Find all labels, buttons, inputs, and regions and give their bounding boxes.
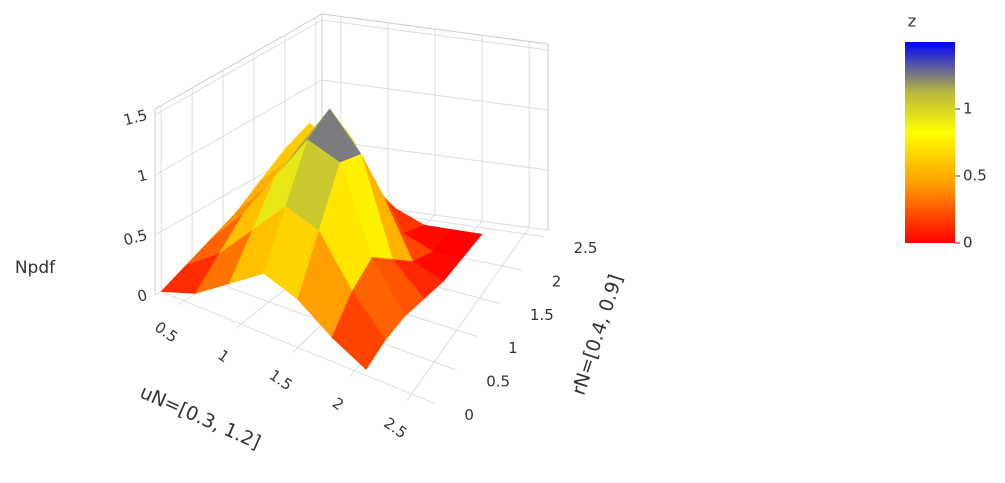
- colorbar-title: z: [908, 12, 916, 31]
- surface-patch: [331, 290, 386, 370]
- y-tick-label: 2: [552, 273, 562, 291]
- x-tick-label: 1: [214, 346, 232, 366]
- y-tick-label: 0.5: [486, 373, 510, 391]
- x-axis-title: uN=[0.3, 1.2]: [137, 381, 264, 454]
- y-tick-label: 1.5: [530, 306, 554, 324]
- y-tick-label: 1: [508, 339, 518, 357]
- grid-line: [154, 19, 323, 116]
- y-tick-label: 2.5: [574, 239, 598, 257]
- z-tick-label: 1.5: [121, 106, 149, 130]
- grid-line: [160, 291, 435, 404]
- x-tick-label: 1.5: [266, 366, 296, 394]
- colorbar-tick-label: 0: [963, 234, 973, 252]
- x-tick-label: 0.5: [151, 318, 181, 346]
- z-tick-label: 1: [135, 166, 149, 186]
- x-tick-label: 2: [329, 394, 347, 414]
- colorbar: [905, 42, 955, 243]
- y-axis-title: rN=[0.4, 0.9]: [568, 272, 628, 398]
- colorbar-tick-label: 0.5: [963, 167, 987, 185]
- colorbar-tick-label: 1: [963, 100, 973, 118]
- x-tick-label: 2.5: [380, 414, 410, 442]
- grid-line: [154, 79, 323, 176]
- z-tick-label: 0: [135, 286, 149, 306]
- grid-line: [406, 227, 530, 401]
- y-tick-label: 0: [464, 406, 474, 424]
- box-edge: [154, 13, 323, 110]
- z-tick-label: 0.5: [121, 226, 149, 250]
- z-axis-title: Npdf: [15, 258, 56, 278]
